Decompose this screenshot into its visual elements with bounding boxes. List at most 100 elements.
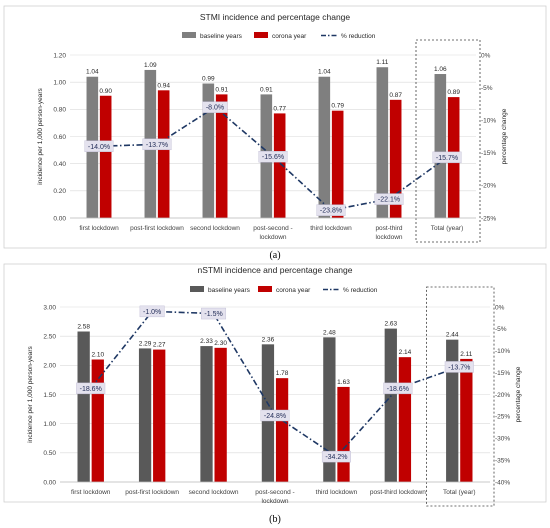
panel-b-nstmi-chart: nSTMI incidence and percentage change 0.0… (3, 263, 547, 525)
figure-caption: (b) (269, 514, 281, 525)
y2-tick-label: 0% (495, 304, 505, 311)
bar-corona (275, 378, 289, 482)
reduction-label-box (201, 307, 227, 320)
x-tick-label: second lockdown (189, 489, 239, 496)
legend: baseline years corona year % reduction (182, 32, 376, 40)
y-tick-label: 2.50 (43, 333, 56, 340)
y2-tick-label: -20% (481, 183, 496, 190)
bar-value-label: 0.90 (99, 88, 112, 95)
reduction-label: -24.8% (264, 413, 286, 420)
y2-tick-label: -35% (495, 457, 510, 464)
reduction-label-box (444, 361, 474, 373)
bar-value-label: 1.04 (86, 69, 99, 76)
y2-tick-label: -40% (495, 479, 510, 486)
bar-value-label: 2.14 (399, 349, 412, 356)
y2-tick-label: -25% (495, 414, 510, 421)
reduction-label-box (84, 140, 114, 152)
y2-tick-label: -5% (481, 85, 493, 92)
y-tick-label: 0.40 (53, 161, 66, 168)
reduction-label: -22.1% (378, 197, 400, 204)
bar-value-label: 0.94 (157, 82, 170, 89)
y2-tick-label: -5% (495, 326, 507, 333)
y-tick-label: 2.00 (43, 363, 56, 370)
legend-label: corona year (272, 33, 307, 40)
y2-tick-label: 0% (481, 52, 491, 59)
bar-value-label: 1.63 (337, 379, 350, 386)
bar-value-label: 0.91 (260, 86, 273, 93)
legend-swatch (182, 32, 196, 38)
reduction-label-box (260, 409, 290, 422)
bar-value-label: 2.10 (91, 352, 104, 359)
reduction-label-box (142, 138, 172, 151)
y-axis-title: incidence per 1,000 person-years (27, 346, 34, 443)
bar-corona (398, 357, 412, 482)
reduction-label-box (383, 382, 413, 395)
bar-corona (389, 99, 402, 218)
y-tick-label: 1.20 (53, 52, 66, 59)
panel-a-stmi-chart: STMI incidence and percentage change 0.00… (3, 5, 547, 261)
y-tick-label: 0.00 (53, 215, 66, 222)
x-tick-label: post-second -lockdown (255, 489, 294, 505)
bar-value-label: 2.27 (153, 342, 166, 349)
x-tick-label: Total (year) (443, 489, 476, 496)
legend-label: baseline years (200, 33, 243, 40)
x-tick-label: third lockdown (316, 489, 358, 496)
reduction-label-box (316, 204, 346, 216)
bar-value-label: 0.87 (389, 92, 402, 99)
bar-baseline (434, 74, 447, 219)
x-tick-label: Total (year) (431, 225, 464, 232)
y2-tick-label: -10% (481, 118, 496, 125)
x-tick-label: post-third lockdown (375, 225, 402, 241)
y-tick-label: 0.20 (53, 188, 66, 195)
reduction-label: -18.6% (387, 386, 409, 393)
legend-label: baseline years (208, 287, 251, 294)
bar-baseline (138, 348, 152, 482)
legend: baseline years corona year % reduction (190, 286, 378, 294)
bar-value-label: 1.78 (276, 370, 289, 377)
bar-corona (215, 94, 228, 218)
y2-tick-label: -30% (495, 436, 510, 443)
bar-baseline (384, 328, 397, 482)
bar-value-label: 2.30 (214, 340, 227, 347)
reduction-label: -34.2% (325, 454, 347, 461)
bar-corona (153, 349, 166, 482)
y-axis-title: incidence per 1,000 person-years (37, 88, 44, 185)
bar-value-label: 2.36 (262, 336, 275, 343)
bar-corona (273, 113, 286, 218)
bar-corona (91, 359, 104, 482)
bar-value-label: 2.11 (460, 351, 473, 358)
bar-value-label: 0.99 (202, 76, 215, 83)
legend-swatch (258, 286, 272, 292)
x-tick-label: third lockdown (310, 225, 352, 232)
reduction-label: -1.5% (204, 311, 222, 318)
bar-corona (337, 386, 350, 482)
figure-caption: (a) (269, 250, 280, 261)
reduction-label-box (76, 382, 106, 395)
reduction-label: -14.0% (88, 144, 110, 151)
x-tick-label: second lockdown (190, 225, 240, 232)
reduction-label: -23.8% (320, 208, 342, 215)
bar-corona (331, 110, 344, 218)
reduction-label-box (258, 151, 288, 163)
legend-label: corona year (276, 287, 311, 294)
bar-baseline (77, 331, 90, 482)
chart-frame (3, 263, 547, 503)
total-year-box (426, 286, 495, 507)
y-tick-label: 0.60 (53, 134, 66, 141)
bar-baseline (200, 346, 213, 482)
y2-tick-label: -20% (495, 392, 510, 399)
x-tick-label: post-third lockdown (370, 489, 426, 496)
reduction-label-box (374, 193, 404, 205)
y2-axis-title: percentage change (501, 108, 508, 164)
legend-label: % reduction (343, 287, 378, 294)
bar-value-label: 1.09 (144, 62, 157, 69)
y2-tick-label: -15% (495, 370, 510, 377)
y-tick-label: 1.00 (53, 79, 66, 86)
reduction-label-box (139, 305, 165, 318)
reduction-label: -15.6% (262, 154, 284, 161)
bar-value-label: 1.11 (376, 59, 389, 66)
y2-tick-label: -10% (495, 348, 510, 355)
bar-corona (99, 95, 112, 218)
x-tick-label: first lockdown (71, 489, 111, 496)
